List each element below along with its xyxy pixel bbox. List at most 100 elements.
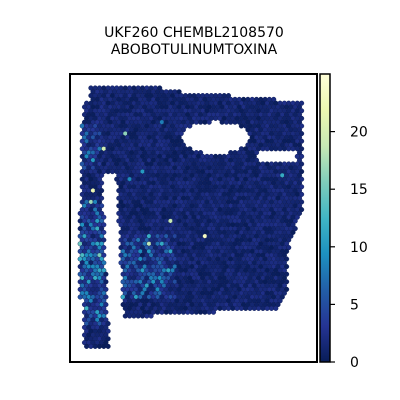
tissue-spot (127, 313, 133, 319)
tissue-spot (103, 309, 109, 315)
tissue-spot (253, 157, 260, 163)
tissue-spot (296, 203, 303, 209)
tissue-spot (284, 248, 290, 254)
tissue-spot (273, 305, 279, 311)
tissue-spot (296, 195, 303, 201)
tissue-spot (99, 203, 105, 209)
tissue-spot (157, 85, 163, 91)
tissue-spot (260, 146, 266, 152)
tissue-spot (84, 343, 90, 349)
tissue-spot (109, 169, 115, 175)
tissue-spot (299, 108, 305, 114)
tissue-spot (206, 119, 212, 125)
tissue-spot (159, 309, 165, 315)
tissue-spot (299, 100, 305, 106)
tissue-spot (96, 184, 103, 190)
tissue-spot (139, 313, 146, 319)
tissue-spot (284, 279, 290, 285)
tissue-spot (96, 199, 103, 205)
tissue-spot (284, 264, 290, 270)
colorbar-tick-label-20: 20 (350, 125, 368, 141)
tissue-spot (299, 153, 305, 159)
tissue-spot (135, 313, 141, 319)
tissue-spot (296, 127, 303, 133)
tissue-spot (101, 222, 107, 228)
tissue-spot (193, 119, 199, 125)
tissue-spot (198, 150, 204, 156)
tissue-spot (230, 305, 236, 311)
tissue-spot (101, 267, 107, 273)
tissue-spot (294, 214, 300, 220)
tissue-spot (296, 142, 303, 148)
tissue-spot (103, 294, 109, 300)
tissue-spot (281, 252, 287, 258)
tissue-spot (180, 309, 186, 315)
tissue-spot (264, 305, 270, 311)
tissue-spot (185, 309, 191, 315)
tissue-spot (281, 290, 287, 296)
tissue-spot (101, 252, 107, 258)
tissue-spot (219, 119, 225, 125)
tissue-spot (213, 115, 219, 121)
tissue-spot (96, 343, 103, 349)
tissue-spot (101, 313, 107, 319)
tissue-spot (286, 237, 292, 243)
tissue-spot (131, 313, 137, 319)
tissue-spot (296, 172, 303, 178)
tissue-spot (223, 119, 229, 125)
tissue-spot (187, 146, 193, 152)
tissue-spot (221, 305, 227, 311)
tissue-spot (292, 218, 298, 224)
tissue-spot (288, 233, 294, 239)
tissue-spot (103, 340, 109, 346)
tissue-spot (202, 119, 208, 125)
tissue-spot (163, 309, 169, 315)
tissue-spot (286, 146, 292, 152)
tissue-spot (172, 309, 178, 315)
tissue-spot (96, 207, 103, 213)
tissue-spot (296, 210, 303, 216)
tissue-spot (284, 241, 290, 247)
tissue-spot (178, 131, 184, 137)
tissue-spot (299, 184, 305, 190)
tissue-spot (101, 298, 107, 304)
tissue-spot (296, 188, 303, 194)
tissue-spot (290, 222, 296, 228)
tissue-spot (279, 294, 285, 300)
tissue-spot (299, 161, 305, 167)
tissue-spot (180, 127, 186, 133)
tissue-spot (99, 248, 105, 254)
colorbar-tick-label-0: 0 (350, 355, 359, 371)
tissue-spot (268, 146, 275, 152)
tissue-spot (260, 305, 266, 311)
tissue-spot (180, 142, 186, 148)
tissue-spot (225, 93, 232, 99)
tissue-spot (103, 324, 109, 330)
tissue-spot (264, 146, 270, 152)
tissue-spot (251, 153, 257, 159)
tissue-spot (167, 309, 174, 315)
tissue-spot (101, 260, 107, 266)
tissue-spot (198, 119, 204, 125)
tissue-spot (299, 191, 305, 197)
tissue-spot (284, 286, 290, 292)
tissue-spot (296, 112, 303, 118)
colorbar-tick-label-10: 10 (350, 240, 368, 256)
tissue-spot (103, 271, 109, 277)
tissue-spot (281, 267, 287, 273)
tissue-spot (206, 309, 212, 315)
tissue-spot (103, 332, 109, 338)
tissue-spot (238, 123, 244, 129)
tissue-spot (296, 119, 303, 125)
tissue-spot (296, 157, 303, 163)
tissue-spot (299, 176, 305, 182)
tissue-spot (299, 169, 305, 175)
tissue-spot (88, 343, 94, 349)
tissue-spot (77, 294, 83, 300)
tissue-spot (292, 226, 298, 232)
tissue-spot (103, 279, 109, 285)
tissue-spot (281, 146, 287, 152)
tissue-spot (193, 309, 199, 315)
tissue-spot (92, 343, 98, 349)
tissue-spot (271, 96, 277, 102)
